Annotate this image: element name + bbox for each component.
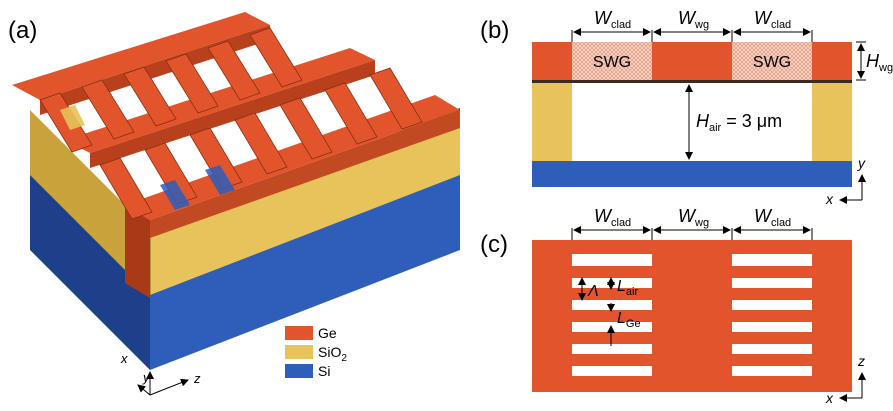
swg-bar (732, 310, 812, 322)
c-ge-wg (652, 240, 732, 392)
axes-a (137, 371, 189, 396)
panel-b: (b) Wclad Wwg Wclad SWG SWG (480, 8, 893, 207)
legend: Ge SiO2 Si (285, 325, 347, 379)
panel-c-label: (c) (480, 231, 508, 258)
swg-bar (732, 376, 812, 392)
c-ge-left (532, 240, 572, 392)
c-lair: Lair (617, 278, 638, 298)
swg-bar (572, 288, 652, 300)
panel-b-label: (b) (480, 17, 509, 44)
b-wclad-right: Wclad (754, 8, 791, 31)
b-sio2-left (532, 83, 572, 161)
b-hair: Hair = 3 μm (696, 111, 782, 134)
swg-bar (572, 310, 652, 322)
c-wwg: Wwg (678, 206, 709, 229)
axis-b-y: y (857, 155, 866, 171)
swg-bar (732, 332, 812, 344)
b-ge-right (812, 42, 852, 80)
b-swg-right (732, 42, 812, 80)
b-ge-left (532, 42, 572, 80)
axis-b-x: x (825, 191, 834, 207)
panel-c: (c) Wclad Wwg Wclad Λ Lair (480, 206, 866, 406)
swg-bar (572, 354, 652, 366)
c-lambda: Λ (587, 283, 599, 300)
si-layer-3d (30, 165, 460, 370)
swg-bar (732, 354, 812, 366)
swg-bar (732, 240, 812, 254)
b-sio2-right (812, 83, 852, 161)
legend-swatch-si (285, 364, 313, 378)
c-ge-right (812, 240, 852, 392)
b-ge-wg (652, 42, 732, 80)
legend-swatch-sio2 (285, 345, 313, 359)
axis-c-z: z (857, 353, 865, 369)
legend-label-ge: Ge (318, 325, 337, 341)
legend-label-si: Si (318, 363, 330, 379)
b-si-substrate (532, 161, 852, 187)
axis-a-x: x (120, 351, 128, 366)
axis-a-z: z (193, 371, 201, 386)
legend-label-sio2: SiO2 (318, 344, 347, 364)
c-wclad-right: Wclad (754, 206, 791, 229)
b-swg-left-label: SWG (593, 54, 631, 71)
c-wclad-left: Wclad (594, 206, 631, 229)
b-wclad-left: Wclad (594, 8, 631, 31)
legend-swatch-ge (285, 326, 313, 340)
swg-bar (732, 288, 812, 300)
panel-a: (a) (8, 12, 460, 396)
swg-bar (572, 266, 652, 278)
b-hwg: Hwg (866, 51, 893, 74)
b-swg-right-label: SWG (753, 54, 791, 71)
panel-a-label: (a) (8, 17, 37, 44)
swg-bar (572, 376, 652, 392)
b-swg-left (572, 42, 652, 80)
ge-structure-3d (12, 12, 460, 298)
swg-bar (732, 266, 812, 278)
b-wwg: Wwg (678, 8, 709, 31)
axis-c-x: x (825, 390, 834, 406)
c-swg-bars (572, 240, 812, 392)
c-lge: LGe (617, 310, 641, 330)
swg-bar (572, 332, 652, 344)
swg-bar (572, 240, 652, 254)
axis-a-y: y (142, 370, 151, 385)
